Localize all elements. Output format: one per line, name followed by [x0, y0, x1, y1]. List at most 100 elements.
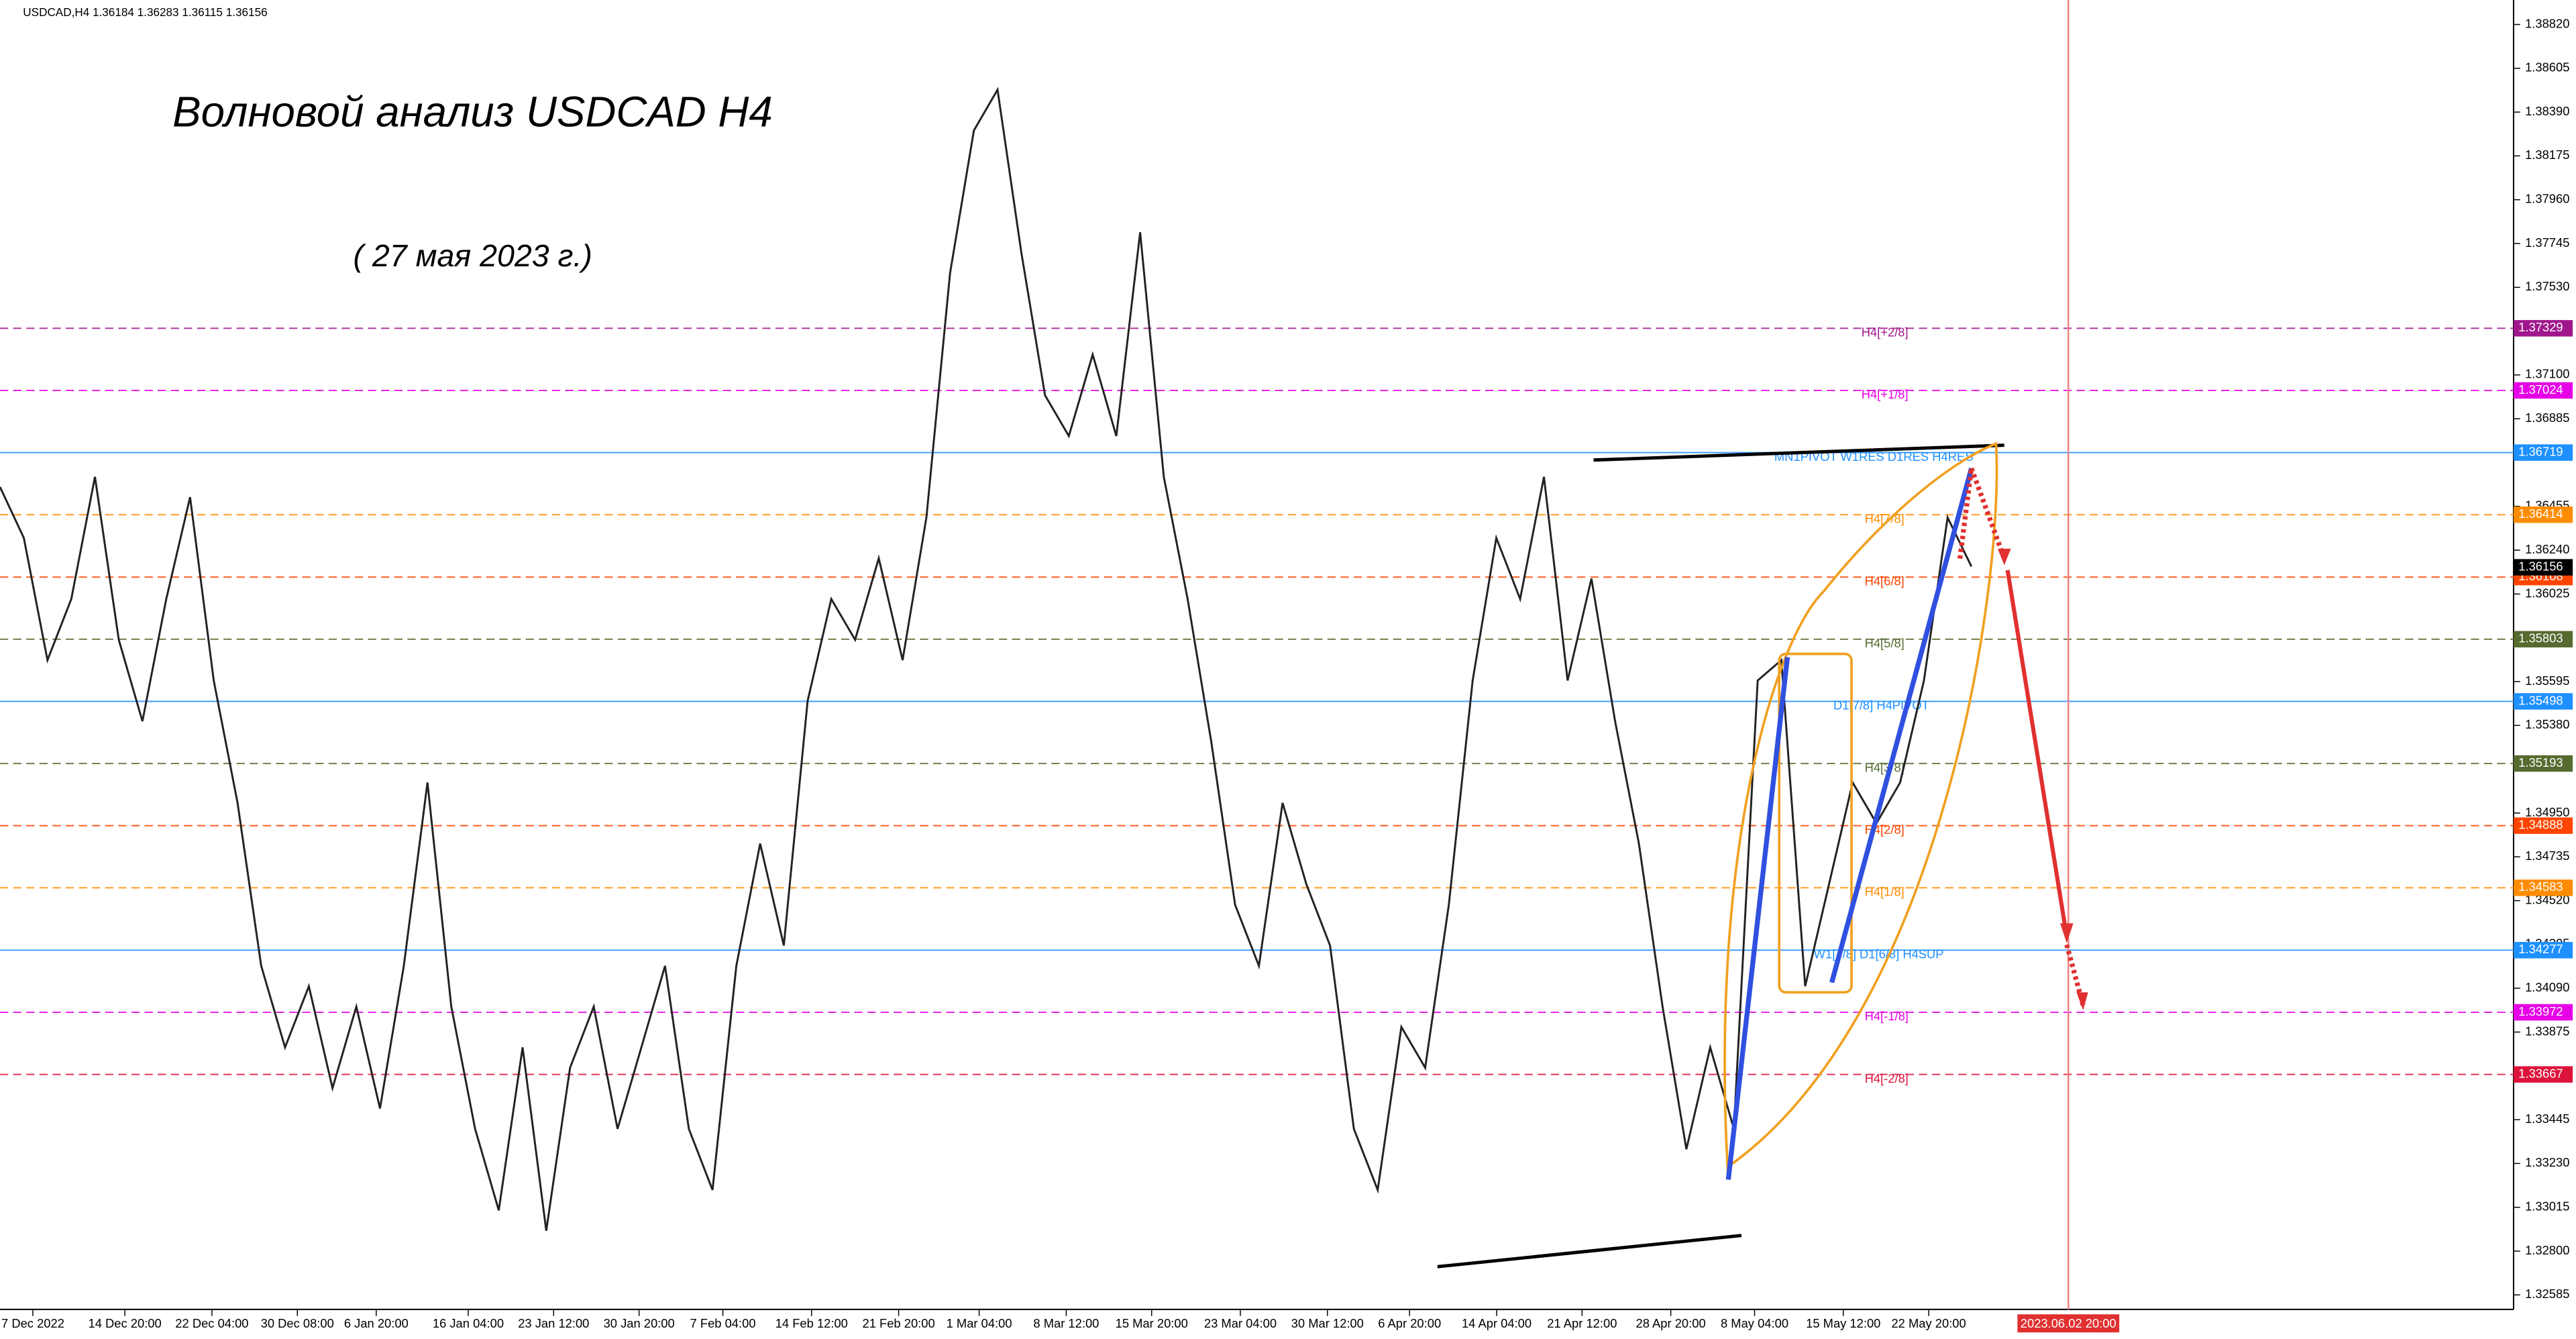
y-tick-label: 1.32585 [2525, 1287, 2569, 1301]
chart-title: Волновой анализ USDCAD H4 [172, 88, 773, 136]
level-price-box [2513, 506, 2573, 523]
level-price-label: 1.35498 [2518, 693, 2563, 707]
y-tick-label: 1.34090 [2525, 980, 2569, 994]
price-line [0, 87, 1973, 1231]
y-tick-label: 1.36885 [2525, 411, 2569, 425]
level-price-box [2513, 879, 2573, 896]
level-price-box [2513, 1004, 2573, 1021]
drawings [1437, 0, 2088, 1309]
y-tick-label: 1.36025 [2525, 586, 2569, 600]
y-tick-label: 1.33015 [2525, 1199, 2569, 1214]
y-tick-label: 1.33445 [2525, 1112, 2569, 1126]
y-tick-label: 1.33230 [2525, 1155, 2569, 1169]
level-price-box [2513, 942, 2573, 959]
x-tick-label: 30 Mar 12:00 [1291, 1316, 1364, 1330]
wave-line [1829, 468, 1974, 983]
forecast-line [1969, 467, 2007, 559]
y-tick-label: 1.35595 [2525, 674, 2569, 688]
level-price-label: 1.35803 [2518, 631, 2563, 645]
x-tick-label: 23 Jan 12:00 [518, 1316, 589, 1330]
level-name: H4[+1/8] [1862, 387, 1909, 401]
trend-line [1437, 1234, 1742, 1269]
x-tick-label: 7 Dec 2022 [1, 1316, 64, 1330]
x-tick-label: 14 Apr 04:00 [1462, 1316, 1532, 1330]
trend-line [1593, 443, 2004, 462]
y-tick-label: 1.36240 [2525, 542, 2569, 556]
level-price-label: 1.33972 [2518, 1004, 2563, 1018]
box [1778, 652, 1853, 994]
y-tick-label: 1.38390 [2525, 104, 2569, 118]
price-series [0, 87, 1973, 1231]
level-price-label: 1.35193 [2518, 755, 2563, 769]
current-price-label: 1.36156 [2518, 559, 2563, 573]
level-price-box [2513, 320, 2573, 337]
level-price-box [2513, 631, 2573, 648]
highlight-time-box [2017, 1314, 2120, 1333]
x-tick-label: 7 Feb 04:00 [690, 1316, 756, 1330]
level-name: D1[7/8] H4PIVOT [1833, 698, 1929, 712]
x-tick-label: 8 Mar 12:00 [1033, 1316, 1099, 1330]
y-tick-label: 1.38175 [2525, 148, 2569, 162]
y-tick-label: 1.32800 [2525, 1243, 2569, 1257]
level-price-box [2513, 693, 2573, 710]
level-name: H4[1/8] [1865, 885, 1904, 899]
level-name: H4[6/8] [1865, 574, 1904, 588]
x-tick-label: 30 Dec 08:00 [261, 1316, 334, 1330]
level-price-box [2513, 817, 2573, 835]
wave-line [1725, 657, 1790, 1180]
level-price-label: 1.33667 [2518, 1066, 2563, 1080]
level-name: H4[+2/8] [1862, 325, 1909, 339]
y-tick-label: 1.37530 [2525, 279, 2569, 293]
level-price-label: 1.34888 [2518, 818, 2563, 832]
x-tick-label: 15 Mar 20:00 [1116, 1316, 1188, 1330]
x-tick-label: 21 Apr 12:00 [1547, 1316, 1617, 1330]
level-name: H4[3/8] [1865, 760, 1904, 774]
x-tick-label: 1 Mar 04:00 [947, 1316, 1012, 1330]
x-tick-label: 30 Jan 20:00 [604, 1316, 675, 1330]
level-price-box [2513, 444, 2573, 461]
level-price-label: 1.37024 [2518, 382, 2563, 396]
y-tick-label: 1.35380 [2525, 717, 2569, 731]
level-name: H4[-2/8] [1865, 1071, 1909, 1085]
y-tick-label: 1.38605 [2525, 60, 2569, 74]
x-tick-label: 21 Feb 20:00 [862, 1316, 934, 1330]
level-name: H4[-1/8] [1865, 1009, 1909, 1023]
current-price-box [2513, 559, 2573, 576]
x-tick-label: 22 May 20:00 [1891, 1316, 1966, 1330]
x-tick-label: 15 May 12:00 [1806, 1316, 1880, 1330]
x-tick-label: 22 Dec 04:00 [175, 1316, 248, 1330]
level-name: H4[5/8] [1865, 636, 1904, 650]
x-tick-label: 16 Jan 04:00 [433, 1316, 504, 1330]
levels: H4[+2/8]H4[+1/8]MN1PIVOT W1RES D1RES H4R… [0, 325, 2514, 1085]
y-tick-label: 1.34950 [2525, 805, 2569, 819]
x-tick-label: 23 Mar 04:00 [1204, 1316, 1277, 1330]
level-name: W1[7/8] D1[6/8] H4SUP [1814, 947, 1944, 961]
x-tick-label: 8 May 04:00 [1721, 1316, 1788, 1330]
level-price-label: 1.36414 [2518, 506, 2563, 521]
level-price-label: 1.34583 [2518, 879, 2563, 894]
y-tick-label: 1.37100 [2525, 367, 2569, 381]
y-tick-label: 1.37745 [2525, 235, 2569, 250]
x-tick-label: 14 Dec 20:00 [89, 1316, 162, 1330]
x-tick-label: 28 Apr 20:00 [1636, 1316, 1706, 1330]
x-tick-label: 6 Apr 20:00 [1378, 1316, 1441, 1330]
level-price-label: 1.34277 [2518, 942, 2563, 956]
y-tick-label: 1.34735 [2525, 849, 2569, 863]
y-tick-label: 1.33875 [2525, 1024, 2569, 1038]
level-price-box [2513, 755, 2573, 772]
date-annotation: ( 27 мая 2023 г.) [354, 238, 592, 273]
forecast-line [1957, 468, 1974, 559]
x-tick-label: 14 Feb 12:00 [775, 1316, 848, 1330]
y-tick-label: 1.37960 [2525, 192, 2569, 206]
highlight-time-label: 2023.06.02 20:00 [2021, 1316, 2116, 1330]
symbol-info: USDCAD,H4 1.36184 1.36283 1.36115 1.3615… [23, 5, 267, 19]
y-tick-label: 1.38820 [2525, 16, 2569, 30]
level-price-box [2513, 382, 2573, 399]
wave-ellipse [1723, 441, 1998, 1180]
axes: 1.38820 1.38605 1.38390 1.38175 1.37960 1.377… [1, 16, 2573, 1333]
forecast-line [2005, 570, 2069, 937]
level-price-label: 1.37329 [2518, 320, 2563, 334]
